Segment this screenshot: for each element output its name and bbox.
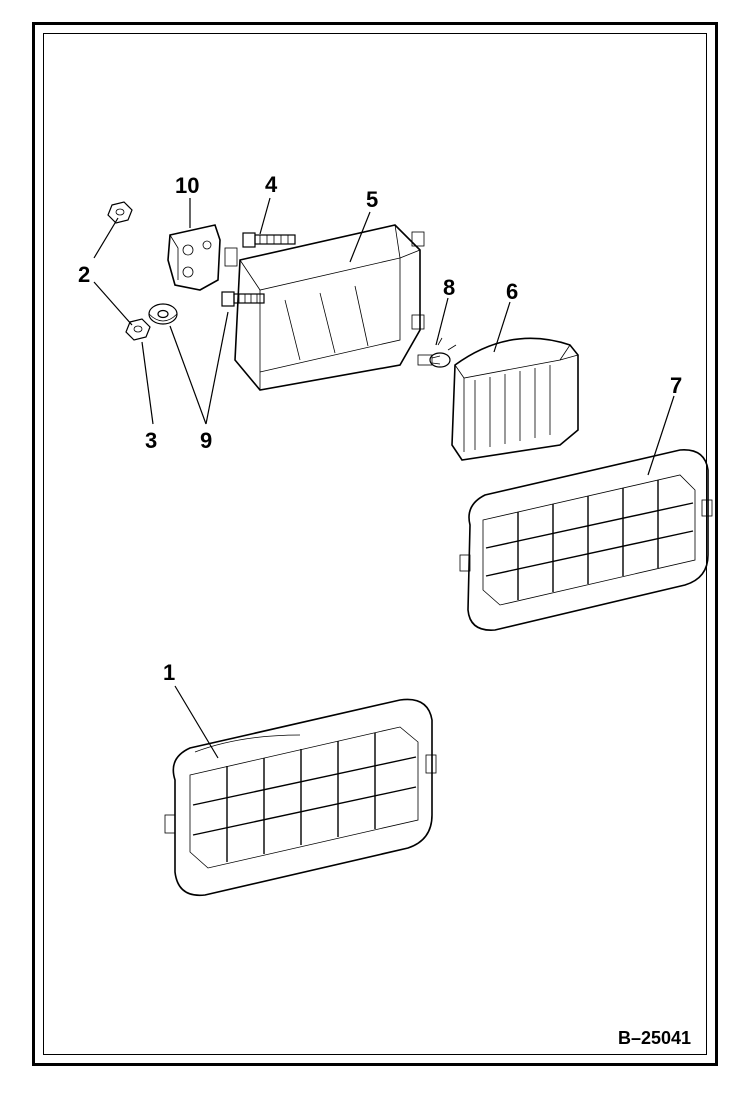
callout-7: 7 — [670, 373, 682, 399]
callout-8: 8 — [443, 275, 455, 301]
part-bolt-short — [222, 292, 264, 306]
drawing-reference: B–25041 — [618, 1028, 691, 1049]
part-hex-nut-top — [108, 202, 132, 223]
callout-2: 2 — [78, 262, 90, 288]
part-bolt-long — [243, 233, 295, 247]
part-mount-bracket — [168, 225, 220, 290]
callout-10: 10 — [175, 173, 199, 199]
part-lens-insert — [452, 338, 578, 460]
callout-5: 5 — [366, 187, 378, 213]
diagram-canvas — [0, 0, 749, 1097]
leader-lines — [94, 198, 674, 758]
callout-1: 1 — [163, 660, 175, 686]
part-housing-body — [225, 225, 424, 390]
callout-9: 9 — [200, 428, 212, 454]
part-front-grille-left — [165, 699, 436, 895]
callout-3: 3 — [145, 428, 157, 454]
part-front-grille-right — [460, 450, 712, 630]
part-washer — [149, 304, 177, 324]
callout-6: 6 — [506, 279, 518, 305]
callout-4: 4 — [265, 172, 277, 198]
